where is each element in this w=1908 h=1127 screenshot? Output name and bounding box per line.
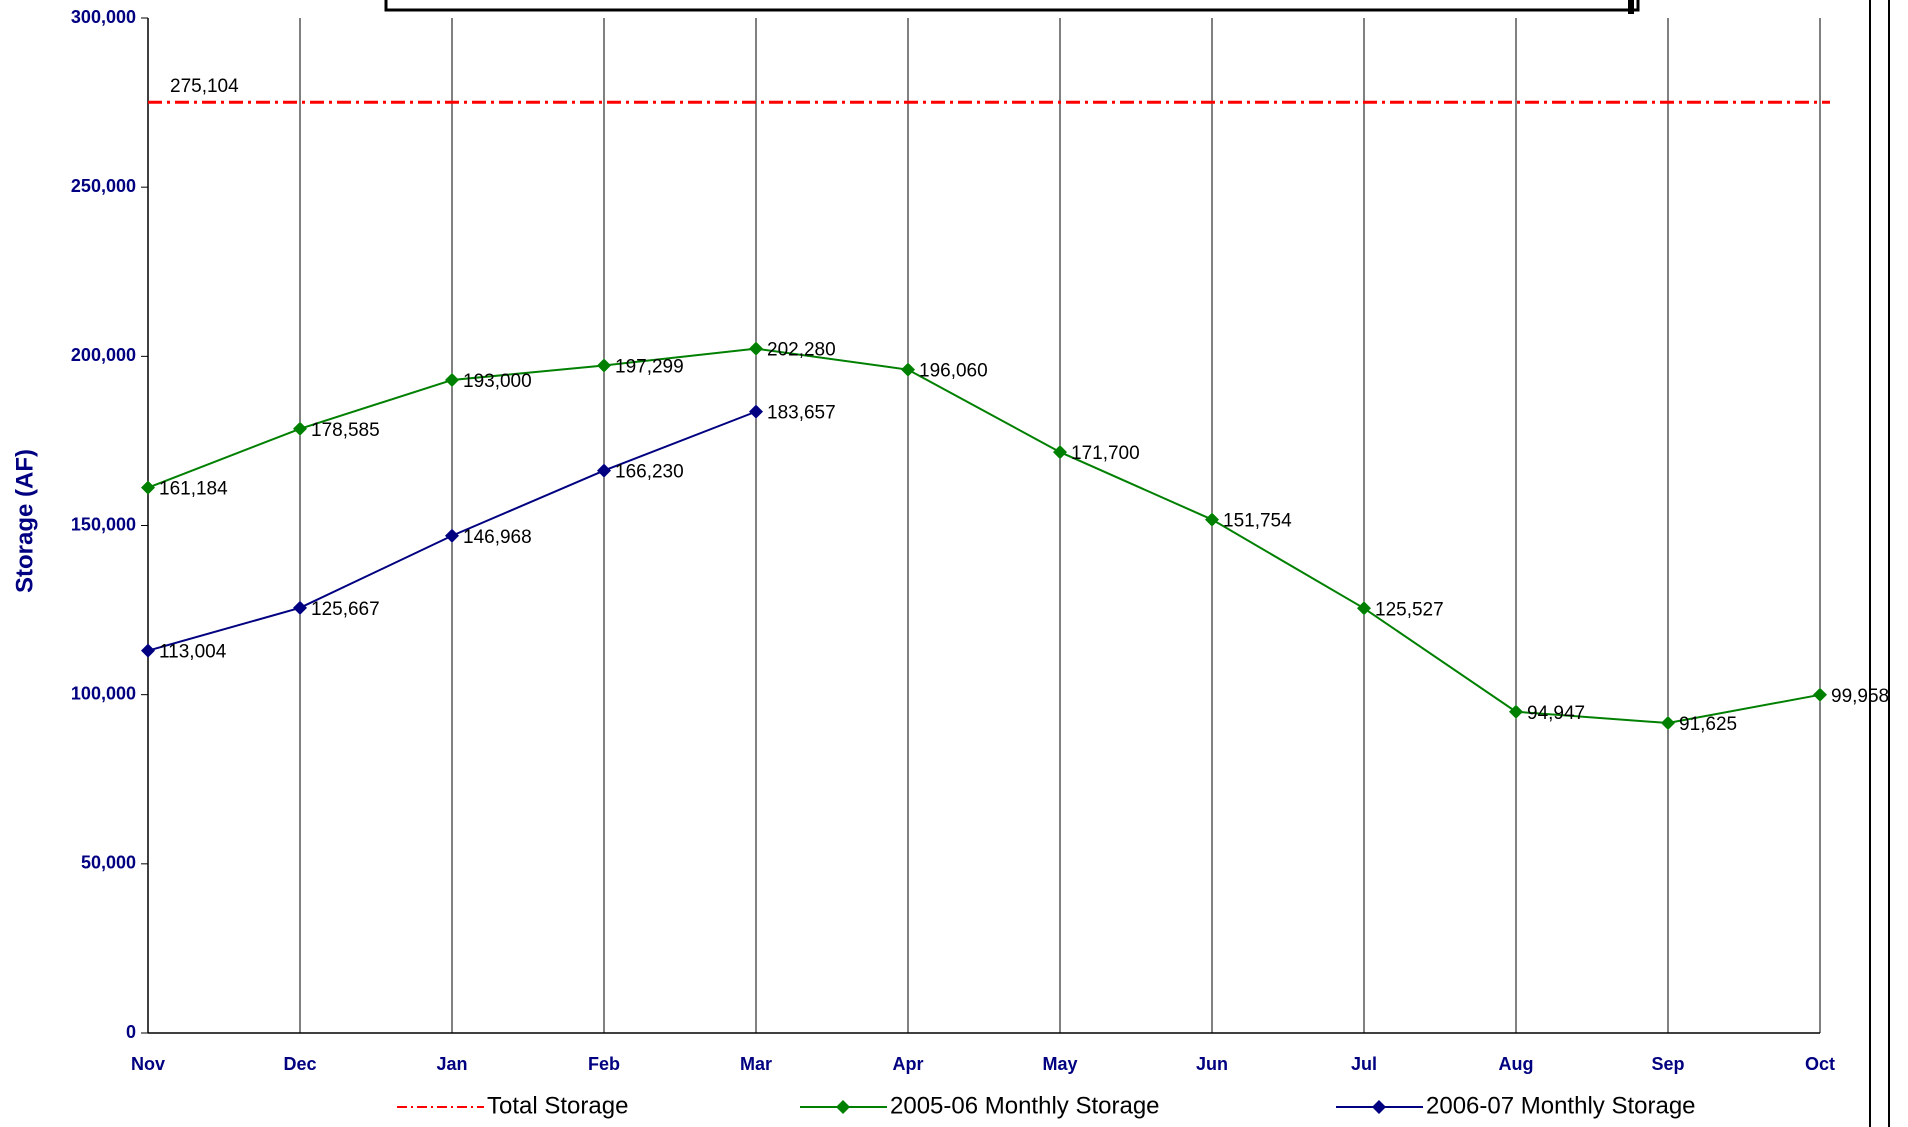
x-tick-label: Sep [1651,1054,1684,1074]
point [597,358,611,373]
data-label: 91,625 [1679,714,1737,735]
point [1053,445,1067,460]
data-label: 161,184 [159,479,228,500]
data-label: 151,754 [1223,511,1292,532]
y-tick-label: 0 [126,1022,136,1042]
reference-label: 275,104 [170,76,239,97]
point [1813,687,1827,702]
point [293,600,307,615]
x-tick-label: Jun [1196,1054,1228,1074]
x-tick-label: Dec [283,1054,316,1074]
data-label: 99,958 [1831,686,1889,707]
legend-label: 2005-06 Monthly Storage [890,1092,1160,1119]
point [749,341,763,356]
y-axis-label: Storage (AF) [11,449,38,593]
point [1509,704,1523,719]
point [749,404,763,419]
y-tick-label: 50,000 [81,853,136,873]
x-tick-label: Jan [436,1054,467,1074]
data-label: 197,299 [615,356,684,377]
x-tick-label: Nov [131,1054,165,1074]
point [445,373,459,388]
legend-marker [1372,1100,1386,1114]
point [445,528,459,543]
legend-label: Total Storage [487,1092,628,1119]
y-tick-label: 150,000 [71,514,136,534]
data-label: 146,968 [463,527,532,548]
x-tick-label: May [1042,1054,1077,1074]
data-label: 202,280 [767,340,836,361]
point [901,362,915,377]
point [1357,601,1371,616]
x-tick-label: Aug [1499,1054,1534,1074]
y-tick-label: 200,000 [71,345,136,365]
data-label: 113,004 [159,642,227,663]
point [293,421,307,436]
x-tick-label: Jul [1351,1054,1377,1074]
legend-label: 2006-07 Monthly Storage [1426,1092,1696,1119]
y-tick-label: 250,000 [71,176,136,196]
y-tick-label: 300,000 [71,7,136,27]
series-line [147,347,1821,725]
data-label: 125,527 [1375,599,1444,620]
point [141,480,155,495]
x-tick-label: Mar [740,1054,772,1074]
point [141,643,155,658]
point [1661,716,1675,731]
data-label: 196,060 [919,361,988,382]
data-label: 94,947 [1527,703,1585,724]
data-label: 178,585 [311,420,380,441]
legend-marker [836,1100,850,1114]
data-label: 125,667 [311,599,380,620]
x-tick-label: Apr [893,1054,924,1074]
x-tick-label: Feb [588,1054,620,1074]
data-label: 171,700 [1071,443,1140,464]
title-box [384,0,1640,12]
x-tick-label: Oct [1805,1054,1835,1074]
y-tick-label: 100,000 [71,683,136,703]
data-label: 166,230 [615,462,684,483]
point [1205,512,1219,527]
data-label: 183,657 [767,403,836,424]
point [597,463,611,478]
data-label: 193,000 [463,371,532,392]
